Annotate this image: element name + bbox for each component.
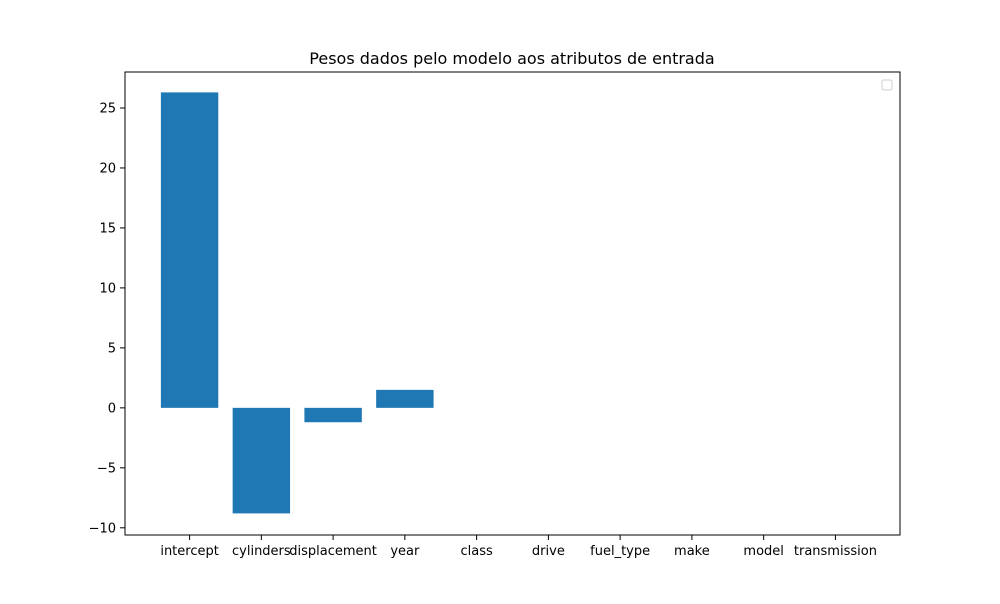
axes-layer: −10 −5 0 5 10 15 20 25 intercept cylindersdisplac… [89,71,901,559]
y-tick-label: 0 [108,401,116,416]
x-tick-label: displacement [289,544,377,559]
x-tick-label: cylinders [232,544,291,559]
y-tick-label: 5 [108,341,116,356]
x-tick-label: fuel_type [590,544,650,559]
y-tick-label: 25 [99,101,116,116]
x-tick-label: intercept [160,544,219,559]
x-tick-label: year [390,544,420,559]
bar-intercept [160,92,219,408]
y-tick-label: 20 [99,161,116,176]
legend [881,79,893,91]
y-tick-label: −10 [89,521,116,536]
bars-layer [160,92,434,514]
chart-title: Pesos dados pelo modelo aos atributos de… [309,49,714,68]
bar-cylinders [232,407,291,514]
plot-frame [124,71,901,536]
x-tick-label: model [743,544,783,559]
y-tick-label: −5 [97,461,116,476]
y-tick-label: 10 [99,281,116,296]
y-tick-label: 15 [99,221,116,236]
legend-box [881,79,893,91]
x-tick-label: transmission [794,544,877,559]
bar-year [376,389,434,408]
x-tick-label: class [460,544,492,559]
bar-displacement [304,407,362,423]
x-tick-label: drive [532,544,565,559]
x-tick-label: make [674,544,710,559]
